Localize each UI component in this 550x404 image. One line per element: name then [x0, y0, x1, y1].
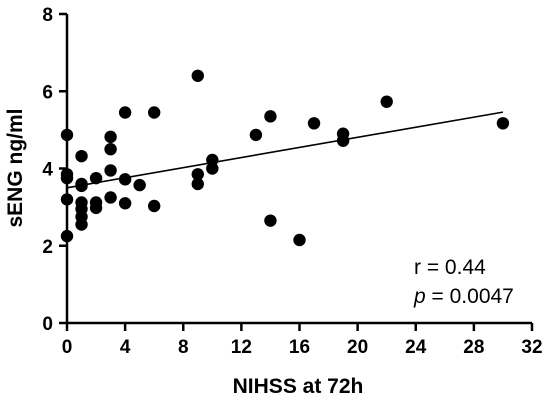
data-point — [104, 191, 117, 204]
y-axis-title: sENG ng/ml — [4, 108, 27, 227]
y-tick-label: 8 — [42, 5, 53, 26]
data-point — [118, 197, 132, 210]
data-point — [496, 117, 510, 130]
regression-line — [66, 111, 504, 189]
data-point — [293, 233, 306, 247]
data-point — [191, 69, 204, 83]
data-point — [60, 128, 74, 142]
r-value-annotation: r = 0.44 — [414, 256, 486, 279]
data-point — [75, 149, 88, 163]
data-point — [104, 164, 117, 177]
x-tick-label: 28 — [463, 337, 484, 358]
p-symbol: p — [413, 285, 426, 308]
data-point — [118, 173, 132, 186]
data-point — [75, 218, 88, 231]
data-point — [118, 106, 132, 119]
data-point — [380, 95, 393, 108]
p-value: = 0.0047 — [426, 285, 514, 308]
data-point — [104, 130, 117, 144]
y-tick-label: 4 — [42, 160, 53, 181]
data-point — [336, 134, 350, 147]
data-point — [89, 201, 103, 215]
x-tick-label: 16 — [289, 337, 310, 358]
x-tick-label: 12 — [231, 337, 252, 358]
x-tick-label: 4 — [120, 337, 131, 358]
x-tick-label: 24 — [405, 337, 427, 358]
data-point — [191, 168, 204, 181]
data-point — [147, 106, 161, 119]
data-point — [206, 153, 219, 167]
data-point — [60, 229, 74, 243]
x-tick-label: 20 — [347, 337, 368, 358]
data-point — [89, 171, 103, 185]
x-axis-title: NIHSS at 72h — [233, 375, 364, 398]
data-point — [307, 117, 321, 130]
data-point — [264, 110, 277, 123]
y-tick-label: 0 — [42, 314, 53, 335]
data-point — [264, 214, 277, 227]
data-point — [147, 199, 161, 213]
data-point — [60, 193, 74, 206]
data-point — [191, 177, 204, 191]
y-tick-label: 2 — [42, 237, 53, 258]
data-point — [133, 178, 146, 192]
data-point — [75, 179, 88, 193]
data-point — [249, 128, 263, 142]
x-tick-label: 0 — [62, 337, 73, 358]
y-tick-label: 6 — [42, 82, 53, 103]
p-value-annotation: p = 0.0047 — [413, 285, 514, 308]
x-tick-label: 32 — [521, 337, 542, 358]
x-tick-label: 8 — [178, 337, 189, 358]
data-point — [60, 171, 74, 185]
points-layer — [60, 69, 510, 247]
data-point — [206, 162, 219, 175]
data-point — [104, 142, 117, 156]
